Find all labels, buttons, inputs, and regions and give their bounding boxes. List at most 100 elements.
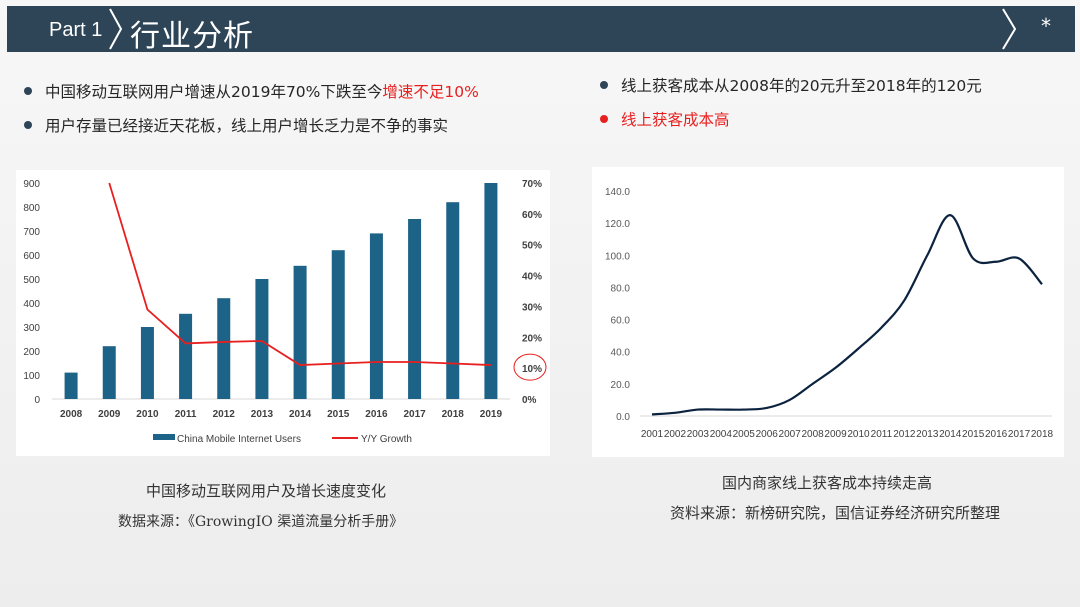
growth-line (108, 182, 491, 366)
x-tick-label: 2003 (687, 429, 710, 440)
x-tick-label: 2008 (60, 409, 83, 420)
y2-tick-label: 20% (522, 333, 542, 344)
bullet-dot-icon (600, 115, 608, 123)
x-tick-label: 2018 (1031, 429, 1054, 440)
users-bar (140, 327, 154, 399)
users-bar (255, 279, 269, 399)
part-label: Part 1 (49, 19, 103, 41)
y2-tick-label: 30% (522, 302, 542, 313)
x-tick-label: 2018 (442, 409, 465, 420)
users-bar (408, 219, 422, 399)
x-tick-label: 2007 (779, 429, 802, 440)
x-tick-label: 2009 (824, 429, 847, 440)
x-tick-label: 2001 (641, 429, 664, 440)
annotation-circle (513, 353, 547, 381)
y-tick-label: 300 (23, 323, 40, 334)
bullet-text: 线上获客成本从2008年的20元升至2018年的120元 (621, 77, 982, 95)
y-tick-label: 120.0 (605, 219, 630, 230)
x-tick-label: 2017 (403, 409, 426, 420)
y-tick-label: 600 (23, 251, 40, 262)
x-tick-label: 2011 (175, 409, 197, 420)
bullet-text: 线上获客成本高 (621, 111, 730, 129)
cac-chart-panel: 0.0 20.0 40.0 60.0 80.0 100.0 120.0 140.0 2001 20… (592, 167, 1064, 457)
x-tick-label: 2015 (962, 429, 985, 440)
y-tick-label: 900 (23, 179, 40, 190)
x-tick-label: 2004 (710, 429, 733, 440)
x-tick-label: 2016 (365, 409, 388, 420)
x-tick-label: 2009 (98, 409, 121, 420)
y-tick-label: 500 (23, 275, 40, 286)
right-chart-caption: 国内商家线上获客成本持续走高 (722, 474, 933, 492)
y-tick-label: 100 (23, 371, 40, 382)
bullet-text: 中国移动互联网用户增速从2019年70%下跌至今 (45, 83, 383, 101)
y-tick-label: 800 (23, 203, 40, 214)
y-tick-label: 140.0 (605, 187, 630, 198)
x-tick-label: 2005 (733, 429, 756, 440)
users-growth-chart: 0 100 200 300 400 500 600 700 800 900 0% 10% 20% 30% 4… (23, 179, 547, 445)
star-icon: * (1041, 14, 1051, 38)
users-bar (293, 265, 307, 399)
x-tick-label: 2002 (664, 429, 687, 440)
section-title: 行业分析 (130, 19, 254, 54)
legend-line-label: Y/Y Growth (361, 434, 412, 445)
x-tick-label: 2011 (871, 429, 893, 440)
y-tick-label: 0.0 (616, 412, 630, 423)
users-bar (331, 250, 345, 399)
y2-tick-label: 50% (522, 241, 542, 252)
users-bar (369, 233, 383, 399)
x-tick-label: 2019 (480, 409, 503, 420)
header-background (7, 6, 1075, 52)
users-bar (446, 202, 460, 399)
y2-tick-label: 40% (522, 272, 542, 283)
left-chart-caption: 中国移动互联网用户及增长速度变化 (146, 482, 387, 500)
y-tick-label: 20.0 (611, 380, 631, 391)
x-tick-label: 2015 (327, 409, 350, 420)
users-bar (64, 372, 78, 399)
bullet-user-growth: 中国移动互联网用户增速从2019年70%下跌至今 增速不足10% (24, 80, 479, 102)
x-tick-label: 2008 (801, 429, 824, 440)
x-tick-label: 2016 (985, 429, 1008, 440)
users-bar (179, 313, 193, 399)
users-bar (102, 346, 116, 399)
y-tick-label: 40.0 (611, 348, 631, 359)
x-tick-label: 2006 (756, 429, 779, 440)
y2-tick-label: 70% (522, 179, 542, 190)
y2-tick-label: 60% (522, 210, 542, 221)
bullet-dot-icon (24, 87, 32, 95)
y2-tick-label: 0% (522, 395, 537, 406)
x-tick-label: 2017 (1008, 429, 1031, 440)
x-tick-label: 2014 (939, 429, 962, 440)
header-bar: Part 1 行业分析 * (7, 6, 1075, 54)
bullet-cac-high: 线上获客成本高 (600, 108, 730, 130)
y-tick-label: 700 (23, 227, 40, 238)
y2-tick-label: 10% (522, 364, 542, 375)
x-tick-label: 2010 (847, 429, 870, 440)
x-tick-label: 2013 (251, 409, 274, 420)
bullet-dot-icon (24, 121, 32, 129)
x-tick-label: 2010 (136, 409, 159, 420)
x-tick-label: 2014 (289, 409, 312, 420)
y-tick-label: 100.0 (605, 251, 630, 262)
right-chart-source: 资料来源：新榜研究院，国信证券经济研究所整理 (670, 504, 1001, 522)
users-bar (484, 183, 498, 399)
left-chart-source: 数据来源：《GrowingIO 渠道流量分析手册》 (118, 514, 404, 530)
y-tick-label: 200 (23, 347, 40, 358)
bullet-dot-icon (600, 81, 608, 89)
users-bar (217, 298, 231, 399)
bullet-cac-rise: 线上获客成本从2008年的20元升至2018年的120元 (600, 74, 982, 96)
y-tick-label: 60.0 (611, 316, 631, 327)
legend-bar-label: China Mobile Internet Users (177, 434, 301, 445)
y-tick-label: 0 (34, 395, 40, 406)
bullet-highlight: 增速不足10% (382, 83, 479, 101)
bullet-user-ceiling: 用户存量已经接近天花板，线上用户增长乏力是不争的事实 (24, 114, 448, 136)
cac-line (651, 214, 1043, 416)
x-tick-label: 2012 (893, 429, 916, 440)
users-growth-chart-panel: 0 100 200 300 400 500 600 700 800 900 0% 10% 20% 30% 4… (16, 170, 550, 456)
x-tick-label: 2012 (213, 409, 236, 420)
legend-bar-swatch (153, 434, 175, 440)
y-tick-label: 400 (23, 299, 40, 310)
x-tick-label: 2013 (916, 429, 939, 440)
bullet-text: 用户存量已经接近天花板，线上用户增长乏力是不争的事实 (45, 117, 449, 135)
y-tick-label: 80.0 (611, 283, 631, 294)
